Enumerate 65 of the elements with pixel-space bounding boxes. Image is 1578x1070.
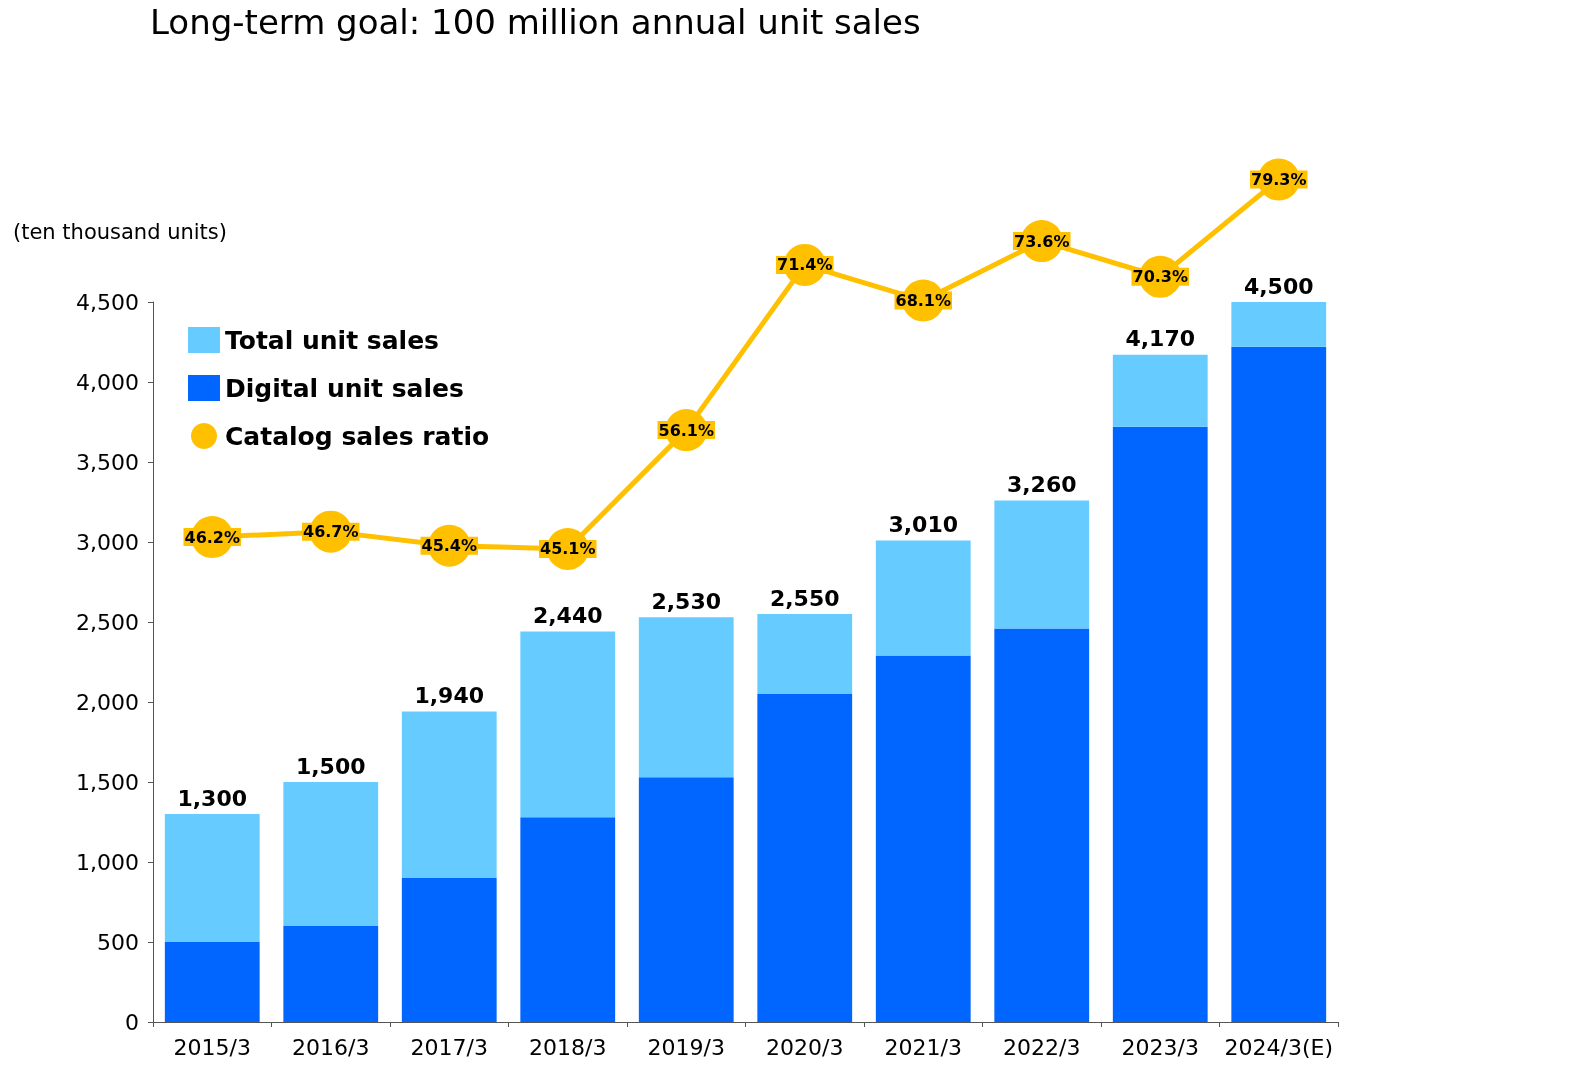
y-tick-label: 3,500	[76, 449, 139, 475]
bar	[1112, 426, 1208, 1022]
x-tick-label: 2023/3	[1121, 1034, 1199, 1060]
bar	[757, 614, 853, 694]
total-label: 2,440	[532, 603, 603, 629]
data-label: 73.6%	[1013, 231, 1070, 251]
bar	[283, 782, 379, 926]
data-label: 46.7%	[302, 522, 359, 542]
bar	[401, 711, 497, 878]
x-tick-label: 2022/3	[1003, 1034, 1081, 1060]
data-label: 71.4%	[776, 255, 833, 275]
legend-label: Digital unit sales	[225, 373, 464, 403]
x-tick-label: 2020/3	[766, 1034, 844, 1060]
bar	[1231, 346, 1327, 1022]
data-label: 45.1%	[539, 539, 596, 559]
y-axis-title: (ten thousand units)	[13, 219, 227, 244]
bar	[283, 926, 379, 1022]
x-tick-label: 2021/3	[884, 1034, 962, 1060]
total-label: 2,530	[651, 588, 722, 614]
y-tick-label: 500	[97, 929, 139, 955]
data-label: 68.1%	[895, 291, 952, 311]
data-label: 45.4%	[421, 536, 478, 556]
bar	[638, 617, 734, 778]
y-tick-label: 3,000	[76, 529, 139, 555]
total-label: 1,940	[414, 683, 485, 709]
total-label: 4,500	[1243, 273, 1314, 299]
bar	[875, 655, 971, 1022]
total-label: 1,300	[177, 785, 248, 811]
legend-label: Catalog sales ratio	[225, 421, 490, 451]
data-label: 79.3%	[1250, 170, 1307, 190]
y-tick-label: 2,500	[76, 609, 139, 635]
bar	[1231, 302, 1327, 347]
bar	[520, 631, 616, 818]
legend-label: Total unit sales	[225, 325, 439, 355]
bar	[757, 694, 853, 1022]
total-label: 2,550	[769, 585, 840, 611]
bar	[520, 817, 616, 1022]
y-tick-label: 4,500	[76, 289, 139, 315]
data-label: 46.2%	[184, 527, 241, 547]
x-tick-label: 2017/3	[410, 1034, 488, 1060]
data-label: 70.3%	[1132, 267, 1189, 287]
chart-title: Long-term goal: 100 million annual unit sales	[150, 2, 921, 42]
x-tick-label: 2018/3	[529, 1034, 607, 1060]
bar	[401, 878, 497, 1022]
x-tick-label: 2016/3	[292, 1034, 370, 1060]
total-label: 3,260	[1006, 471, 1077, 497]
x-tick-label: 2024/3(E)	[1224, 1034, 1333, 1060]
total-label: 3,010	[888, 511, 959, 537]
bar	[638, 777, 734, 1022]
y-tick-label: 1,000	[76, 849, 139, 875]
total-label: 1,500	[295, 753, 366, 779]
x-tick-label: 2019/3	[647, 1034, 725, 1060]
total-label: 4,170	[1125, 326, 1196, 352]
y-tick-label: 0	[125, 1009, 139, 1035]
x-tick-label: 2015/3	[173, 1034, 251, 1060]
bar	[164, 814, 260, 942]
bar	[875, 540, 971, 656]
bar	[1112, 354, 1208, 427]
data-label: 56.1%	[658, 420, 715, 440]
y-tick-label: 4,000	[76, 369, 139, 395]
bar	[994, 500, 1090, 629]
y-tick-label: 2,000	[76, 689, 139, 715]
bar	[994, 628, 1090, 1022]
y-tick-label: 1,500	[76, 769, 139, 795]
bar	[164, 942, 260, 1022]
